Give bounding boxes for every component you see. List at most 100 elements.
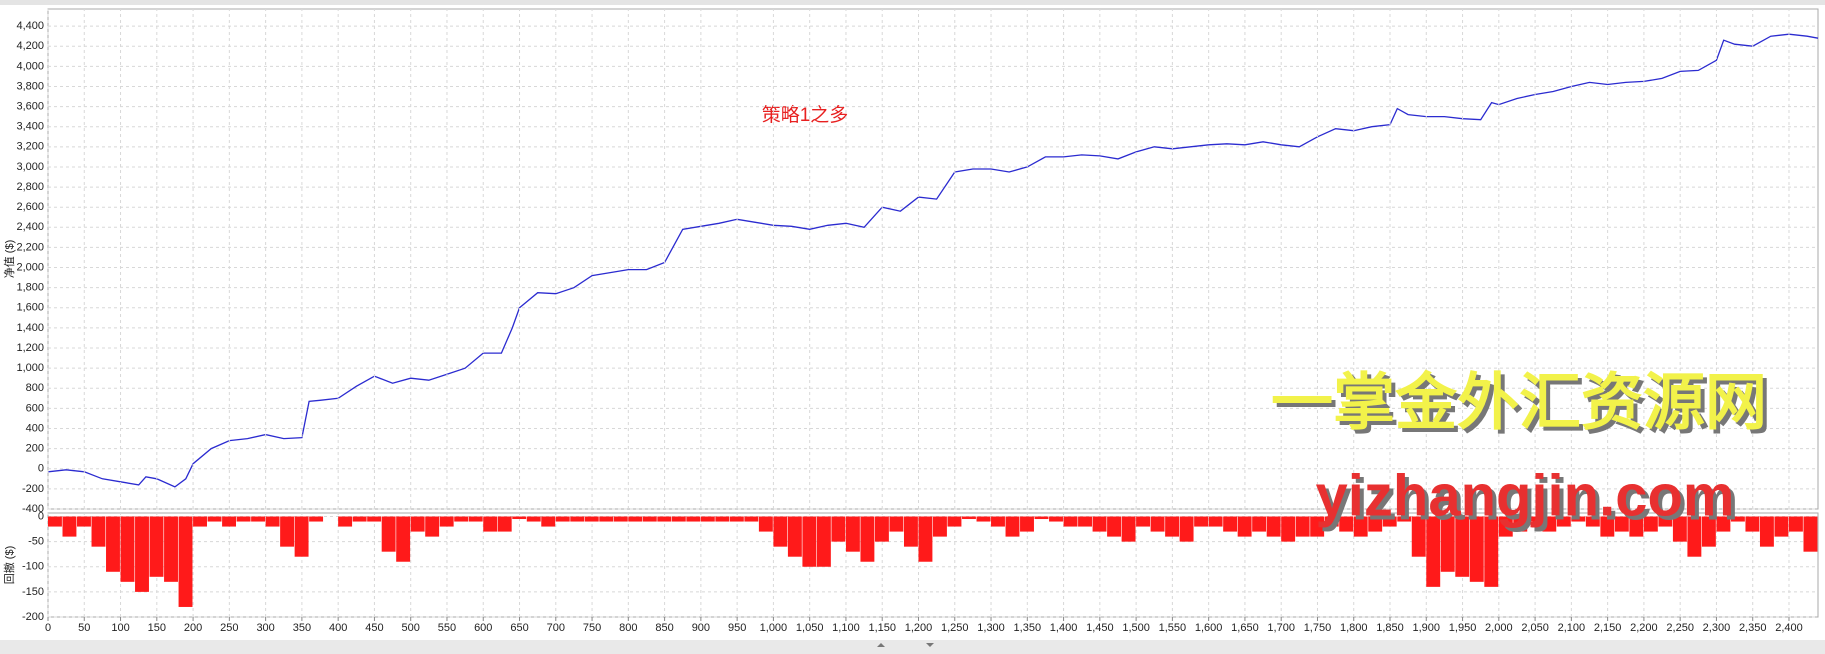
drawdown-bar: [1759, 516, 1774, 547]
drawdown-bar: [1745, 516, 1760, 532]
drawdown-bar: [1078, 516, 1092, 527]
drawdown-bar: [1484, 516, 1499, 587]
drawdown-bar: [1455, 516, 1470, 577]
drawdown-bar: [1339, 516, 1354, 532]
drawdown-bar: [628, 516, 643, 522]
drawdown-bar: [744, 516, 759, 522]
drawdown-bar: [1513, 516, 1528, 532]
drawdown-bar: [1527, 516, 1542, 522]
drawdown-bar: [1730, 516, 1745, 522]
x-tick-label: 1,000: [760, 622, 788, 634]
y-tick-label: 4,400: [16, 20, 44, 32]
x-tick-label: 1,350: [1014, 622, 1042, 634]
x-tick-label: 300: [256, 622, 274, 634]
x-tick-label: 1,800: [1340, 622, 1368, 634]
drawdown-bar: [1672, 516, 1687, 542]
x-tick-label: 0: [45, 622, 51, 634]
x-tick-label: 900: [692, 622, 710, 634]
drawdown-bar: [164, 516, 178, 582]
x-tick-label: 1,600: [1195, 622, 1223, 634]
x-tick-label: 2,100: [1558, 622, 1586, 634]
y-tick-label: 1,200: [16, 342, 44, 354]
y-tick-label: 600: [26, 402, 44, 414]
x-tick-label: 2,150: [1594, 622, 1622, 634]
drawdown-bar: [106, 516, 120, 572]
y-axis-label: 回撤 ($): [2, 546, 16, 585]
x-tick-label: 1,450: [1086, 622, 1114, 634]
drawdown-bar: [468, 516, 483, 522]
drawdown-bar: [1165, 516, 1180, 537]
x-tick-label: 1,250: [941, 622, 969, 634]
y-tick-label: 3,800: [16, 80, 44, 92]
drawdown-bar: [1774, 516, 1789, 537]
y-axis-label: 净值 ($): [2, 240, 16, 279]
drawdown-bar: [686, 516, 701, 522]
drawdown-bar: [976, 516, 991, 522]
drawdown-bar: [1063, 516, 1078, 527]
y-tick-label: -150: [22, 586, 44, 598]
drawdown-bar: [236, 516, 251, 522]
y-tick-label: 400: [26, 422, 44, 434]
drawdown-bar: [845, 516, 860, 552]
drawdown-bar: [1194, 516, 1209, 527]
x-tick-label: 1,750: [1304, 622, 1332, 634]
drawdown-bar: [207, 516, 222, 522]
drawdown-bar: [1643, 516, 1658, 532]
drawdown-bar: [802, 516, 817, 567]
drawdown-bar: [1092, 516, 1107, 532]
drawdown-bar: [860, 516, 875, 562]
drawdown-bar: [1208, 516, 1223, 527]
drawdown-bar: [1295, 516, 1310, 537]
drawdown-bar: [642, 516, 657, 522]
drawdown-bar: [1353, 516, 1368, 537]
drawdown-bar: [1179, 516, 1194, 542]
drawdown-bar: [1614, 516, 1629, 532]
y-tick-label: 1,000: [16, 362, 44, 374]
x-tick-label: 2,350: [1739, 622, 1767, 634]
x-tick-label: 400: [329, 622, 347, 634]
y-tick-label: 3,600: [16, 100, 44, 112]
drawdown-bar: [787, 516, 802, 557]
y-tick-label: -200: [22, 611, 44, 623]
x-tick-label: 700: [547, 622, 565, 634]
resize-arrows[interactable]: [877, 643, 934, 647]
top-strip: [0, 0, 1825, 5]
y-tick-label: 2,400: [16, 221, 44, 233]
drawdown-bar: [1571, 516, 1586, 522]
drawdown-bar: [1411, 516, 1426, 557]
drawdown-bar: [222, 516, 237, 527]
drawdown-bar: [91, 516, 106, 547]
x-tick-label: 800: [619, 622, 637, 634]
y-tick-label: 3,400: [16, 121, 44, 133]
drawdown-bar: [729, 516, 744, 522]
drawdown-bar: [1469, 516, 1484, 582]
drawdown-bar: [1803, 516, 1818, 552]
y-tick-label: 3,200: [16, 141, 44, 153]
drawdown-bar: [381, 516, 396, 552]
drawdown-bar: [1788, 516, 1803, 532]
drawdown-bar: [773, 516, 788, 547]
drawdown-bar: [1136, 516, 1151, 527]
x-tick-label: 950: [728, 622, 746, 634]
drawdown-bar: [265, 516, 280, 527]
x-tick-label: 1,700: [1267, 622, 1295, 634]
y-tick-label: 0: [38, 463, 44, 475]
y-tick-label: 1,400: [16, 322, 44, 334]
drawdown-bar: [1150, 516, 1165, 532]
equity-line: [47, 33, 1819, 488]
x-tick-label: 1,300: [977, 622, 1005, 634]
drawdown-bar: [251, 516, 266, 522]
x-tick-label: 2,300: [1703, 622, 1731, 634]
x-tick-label: 1,150: [868, 622, 896, 634]
watermark-shadow: yizhangjin.com: [1320, 467, 1739, 532]
drawdown-bar: [439, 516, 454, 527]
drawdown-bar: [599, 516, 614, 522]
x-tick-label: 350: [293, 622, 311, 634]
drawdown-bar: [1585, 516, 1600, 527]
y-tick-label: 2,200: [16, 241, 44, 253]
x-tick-label: 1,200: [905, 622, 933, 634]
drawdown-bar: [700, 516, 715, 522]
drawdown-bar: [497, 516, 512, 532]
x-tick-label: 1,500: [1122, 622, 1150, 634]
drawdown-bar: [1498, 516, 1513, 537]
